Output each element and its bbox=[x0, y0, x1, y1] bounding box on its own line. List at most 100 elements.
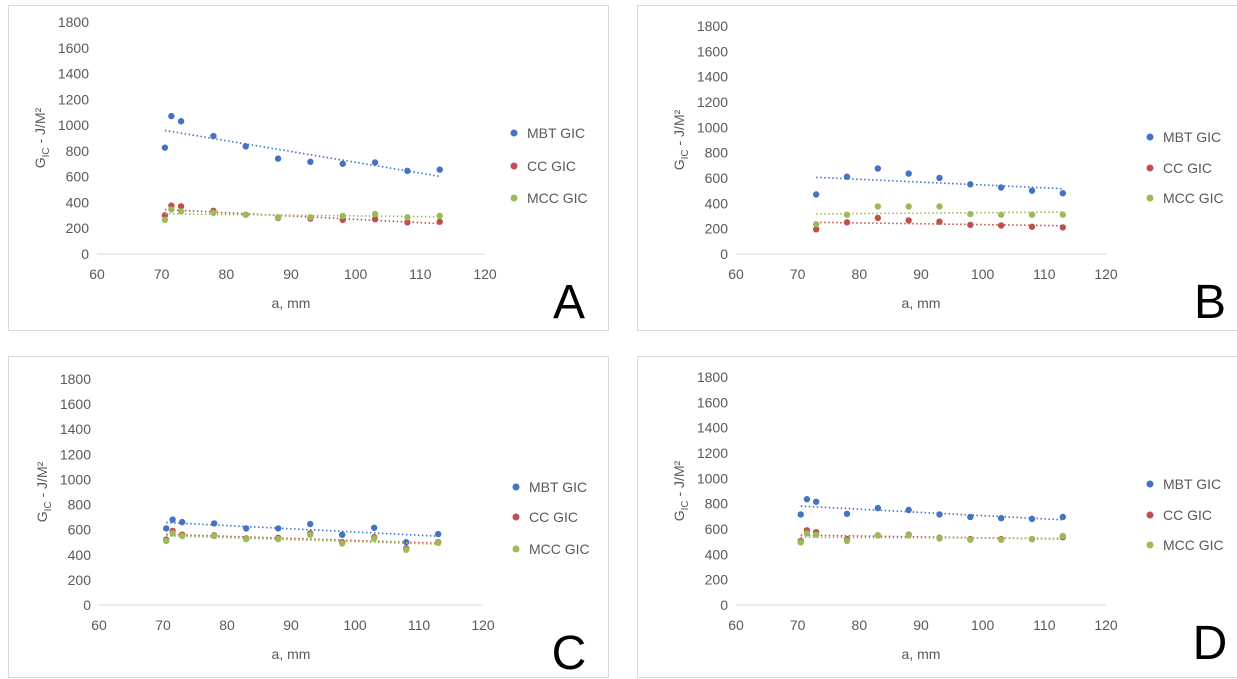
legend-label: MBT GIC bbox=[1163, 129, 1221, 145]
y-tick-label: 1600 bbox=[58, 40, 89, 56]
y-tick-label: 1400 bbox=[58, 66, 89, 82]
x-tick-label: 120 bbox=[471, 617, 495, 633]
data-point bbox=[1028, 515, 1036, 523]
y-tick-label: 1800 bbox=[58, 14, 89, 30]
data-point bbox=[307, 214, 314, 221]
data-point bbox=[169, 516, 176, 523]
y-tick-label: 1000 bbox=[697, 470, 728, 486]
data-point bbox=[161, 216, 169, 224]
legend-marker bbox=[1146, 164, 1154, 172]
data-point bbox=[1059, 513, 1067, 521]
data-point bbox=[997, 222, 1005, 229]
chart-svg: 0 200 400 600 800 1000 1200 1400 1600 1800 60 70 80 9… bbox=[671, 369, 1228, 670]
data-point bbox=[967, 536, 974, 543]
y-tick-label: 1800 bbox=[697, 369, 728, 385]
data-point bbox=[1059, 211, 1067, 218]
data-point bbox=[163, 525, 170, 532]
data-point bbox=[967, 221, 974, 229]
data-point bbox=[243, 525, 250, 532]
data-point bbox=[307, 531, 314, 538]
data-point bbox=[161, 212, 169, 219]
legend-label: CC GIC bbox=[527, 158, 576, 174]
x-tick-label: 110 bbox=[408, 617, 431, 633]
data-point bbox=[404, 214, 411, 221]
x-tick-label: 100 bbox=[343, 617, 367, 633]
y-tick-label: 0 bbox=[81, 246, 89, 262]
data-point bbox=[967, 181, 974, 188]
y-tick-label: 1200 bbox=[697, 94, 728, 110]
chart-svg: 0 200 400 600 800 1000 1200 1400 1600 1800 60 70 80 9… bbox=[34, 371, 590, 677]
x-tick-label: 70 bbox=[154, 266, 170, 282]
y-tick-label: 200 bbox=[705, 221, 729, 237]
legend-marker bbox=[510, 194, 518, 202]
trendline-2 bbox=[816, 211, 1063, 215]
x-tick-label: 120 bbox=[1094, 617, 1118, 633]
legend-label: MBT GIC bbox=[527, 125, 585, 141]
legend-label: MBT GIC bbox=[1163, 476, 1221, 492]
data-point bbox=[936, 174, 943, 182]
y-tick-label: 600 bbox=[66, 169, 90, 185]
legend-label: MCC GIC bbox=[527, 190, 588, 206]
trendline-1 bbox=[800, 534, 1063, 540]
y-tick-label: 1400 bbox=[697, 69, 728, 85]
panel-letter: D bbox=[1193, 617, 1228, 670]
x-tick-label: 100 bbox=[971, 266, 995, 282]
y-tick-label: 600 bbox=[68, 522, 92, 538]
legend-label: CC GIC bbox=[529, 509, 578, 525]
data-point bbox=[371, 524, 378, 531]
data-point bbox=[1028, 187, 1036, 194]
data-point bbox=[371, 535, 378, 542]
data-point bbox=[905, 203, 912, 210]
legend-marker bbox=[512, 513, 520, 521]
legend-marker bbox=[512, 545, 520, 553]
x-tick-label: 80 bbox=[219, 266, 235, 282]
data-point bbox=[905, 217, 912, 224]
data-point bbox=[307, 158, 314, 166]
y-tick-label: 1000 bbox=[697, 119, 728, 135]
trendline-1 bbox=[164, 208, 440, 225]
data-point bbox=[812, 226, 820, 233]
y-tick-label: 800 bbox=[705, 496, 729, 512]
x-tick-label: 60 bbox=[89, 266, 105, 282]
data-point bbox=[936, 511, 943, 518]
y-tick-label: 200 bbox=[705, 572, 729, 588]
legend-marker bbox=[1146, 133, 1154, 141]
data-point bbox=[179, 532, 186, 540]
y-tick-label: 400 bbox=[705, 546, 729, 562]
data-point bbox=[371, 210, 379, 218]
trendline-2 bbox=[164, 213, 440, 218]
trendline-0 bbox=[800, 505, 1063, 521]
chart-panel-d: 0 200 400 600 800 1000 1200 1400 1600 1800 60 70 80 9… bbox=[637, 356, 1237, 678]
data-point bbox=[436, 212, 443, 220]
x-tick-label: 60 bbox=[728, 617, 744, 633]
trendline-1 bbox=[816, 221, 1063, 227]
data-point bbox=[210, 209, 217, 216]
data-point bbox=[905, 532, 912, 539]
data-point bbox=[1028, 223, 1036, 230]
data-point bbox=[179, 518, 186, 526]
y-tick-label: 800 bbox=[705, 145, 729, 161]
trendline-0 bbox=[166, 521, 439, 537]
y-tick-label: 1600 bbox=[697, 394, 728, 410]
x-tick-label: 110 bbox=[409, 266, 432, 282]
data-point bbox=[874, 504, 882, 512]
legend-label: MCC GIC bbox=[1163, 537, 1224, 553]
x-tick-label: 90 bbox=[913, 617, 929, 633]
trendline-1 bbox=[166, 533, 439, 545]
x-tick-label: 120 bbox=[1094, 266, 1118, 282]
data-point bbox=[177, 203, 185, 210]
data-point bbox=[242, 143, 249, 150]
x-axis-title: a, mm bbox=[272, 646, 311, 662]
data-point bbox=[812, 221, 820, 228]
y-tick-label: 1600 bbox=[60, 396, 91, 412]
y-tick-label: 1200 bbox=[697, 445, 728, 461]
data-point bbox=[936, 535, 943, 542]
x-axis-title: a, mm bbox=[272, 295, 311, 311]
chart-panel-b: 0 200 400 600 800 1000 1200 1400 1600 1800 60 70 80 9… bbox=[637, 5, 1237, 331]
legend-marker bbox=[510, 129, 518, 137]
data-point bbox=[168, 112, 175, 120]
data-point bbox=[177, 118, 185, 125]
data-point bbox=[874, 214, 882, 222]
data-point bbox=[936, 203, 943, 210]
y-tick-label: 1000 bbox=[58, 117, 89, 133]
